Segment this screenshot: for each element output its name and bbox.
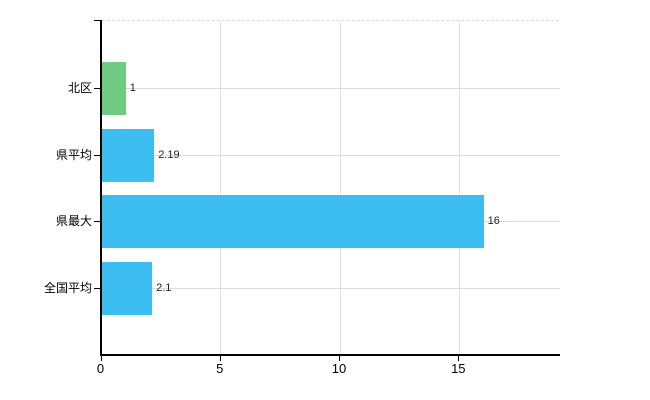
y-axis-tick xyxy=(94,220,101,222)
value-label: 1 xyxy=(129,81,136,94)
x-tick-label: 0 xyxy=(96,361,105,376)
vertical-gridline xyxy=(458,21,460,354)
bar-prefecture-max[interactable] xyxy=(102,194,484,248)
category-label: 県平均 xyxy=(55,147,92,162)
y-axis-tick xyxy=(94,87,101,89)
y-axis-line xyxy=(100,20,102,355)
category-label: 県最大 xyxy=(55,213,92,228)
category-label: 全国平均 xyxy=(43,280,92,295)
x-axis-tick xyxy=(458,356,460,361)
bar-row: 県平均 2.19 xyxy=(0,122,650,189)
bar-row: 県最大 16 xyxy=(0,188,650,255)
value-label: 16 xyxy=(487,214,500,227)
category-label: 北区 xyxy=(67,80,92,95)
x-tick-label: 15 xyxy=(451,361,466,376)
x-axis-tick xyxy=(100,356,102,361)
bar-kitaku[interactable] xyxy=(102,61,126,115)
x-axis-line xyxy=(100,354,560,356)
row-gridline xyxy=(102,154,560,156)
vertical-gridline xyxy=(220,21,222,354)
x-tick-label: 10 xyxy=(331,361,347,376)
bar-row: 北区 1 xyxy=(0,55,650,122)
y-axis-tick xyxy=(94,154,101,156)
bar-national-average[interactable] xyxy=(102,261,153,315)
bar-prefecture-average[interactable] xyxy=(102,128,155,182)
bar-row: 全国平均 2.1 xyxy=(0,255,650,322)
row-gridline xyxy=(102,87,560,89)
x-tick-label: 5 xyxy=(216,361,224,376)
y-axis-tick xyxy=(94,287,101,289)
plot-top-dashed-border xyxy=(102,20,559,21)
vertical-gridline xyxy=(339,21,341,354)
row-gridline xyxy=(102,287,560,289)
y-axis-top-tick xyxy=(94,20,101,21)
value-label: 2.1 xyxy=(156,281,172,294)
value-label: 2.19 xyxy=(158,148,180,161)
x-axis-tick xyxy=(219,356,221,361)
x-axis-tick xyxy=(339,356,340,361)
